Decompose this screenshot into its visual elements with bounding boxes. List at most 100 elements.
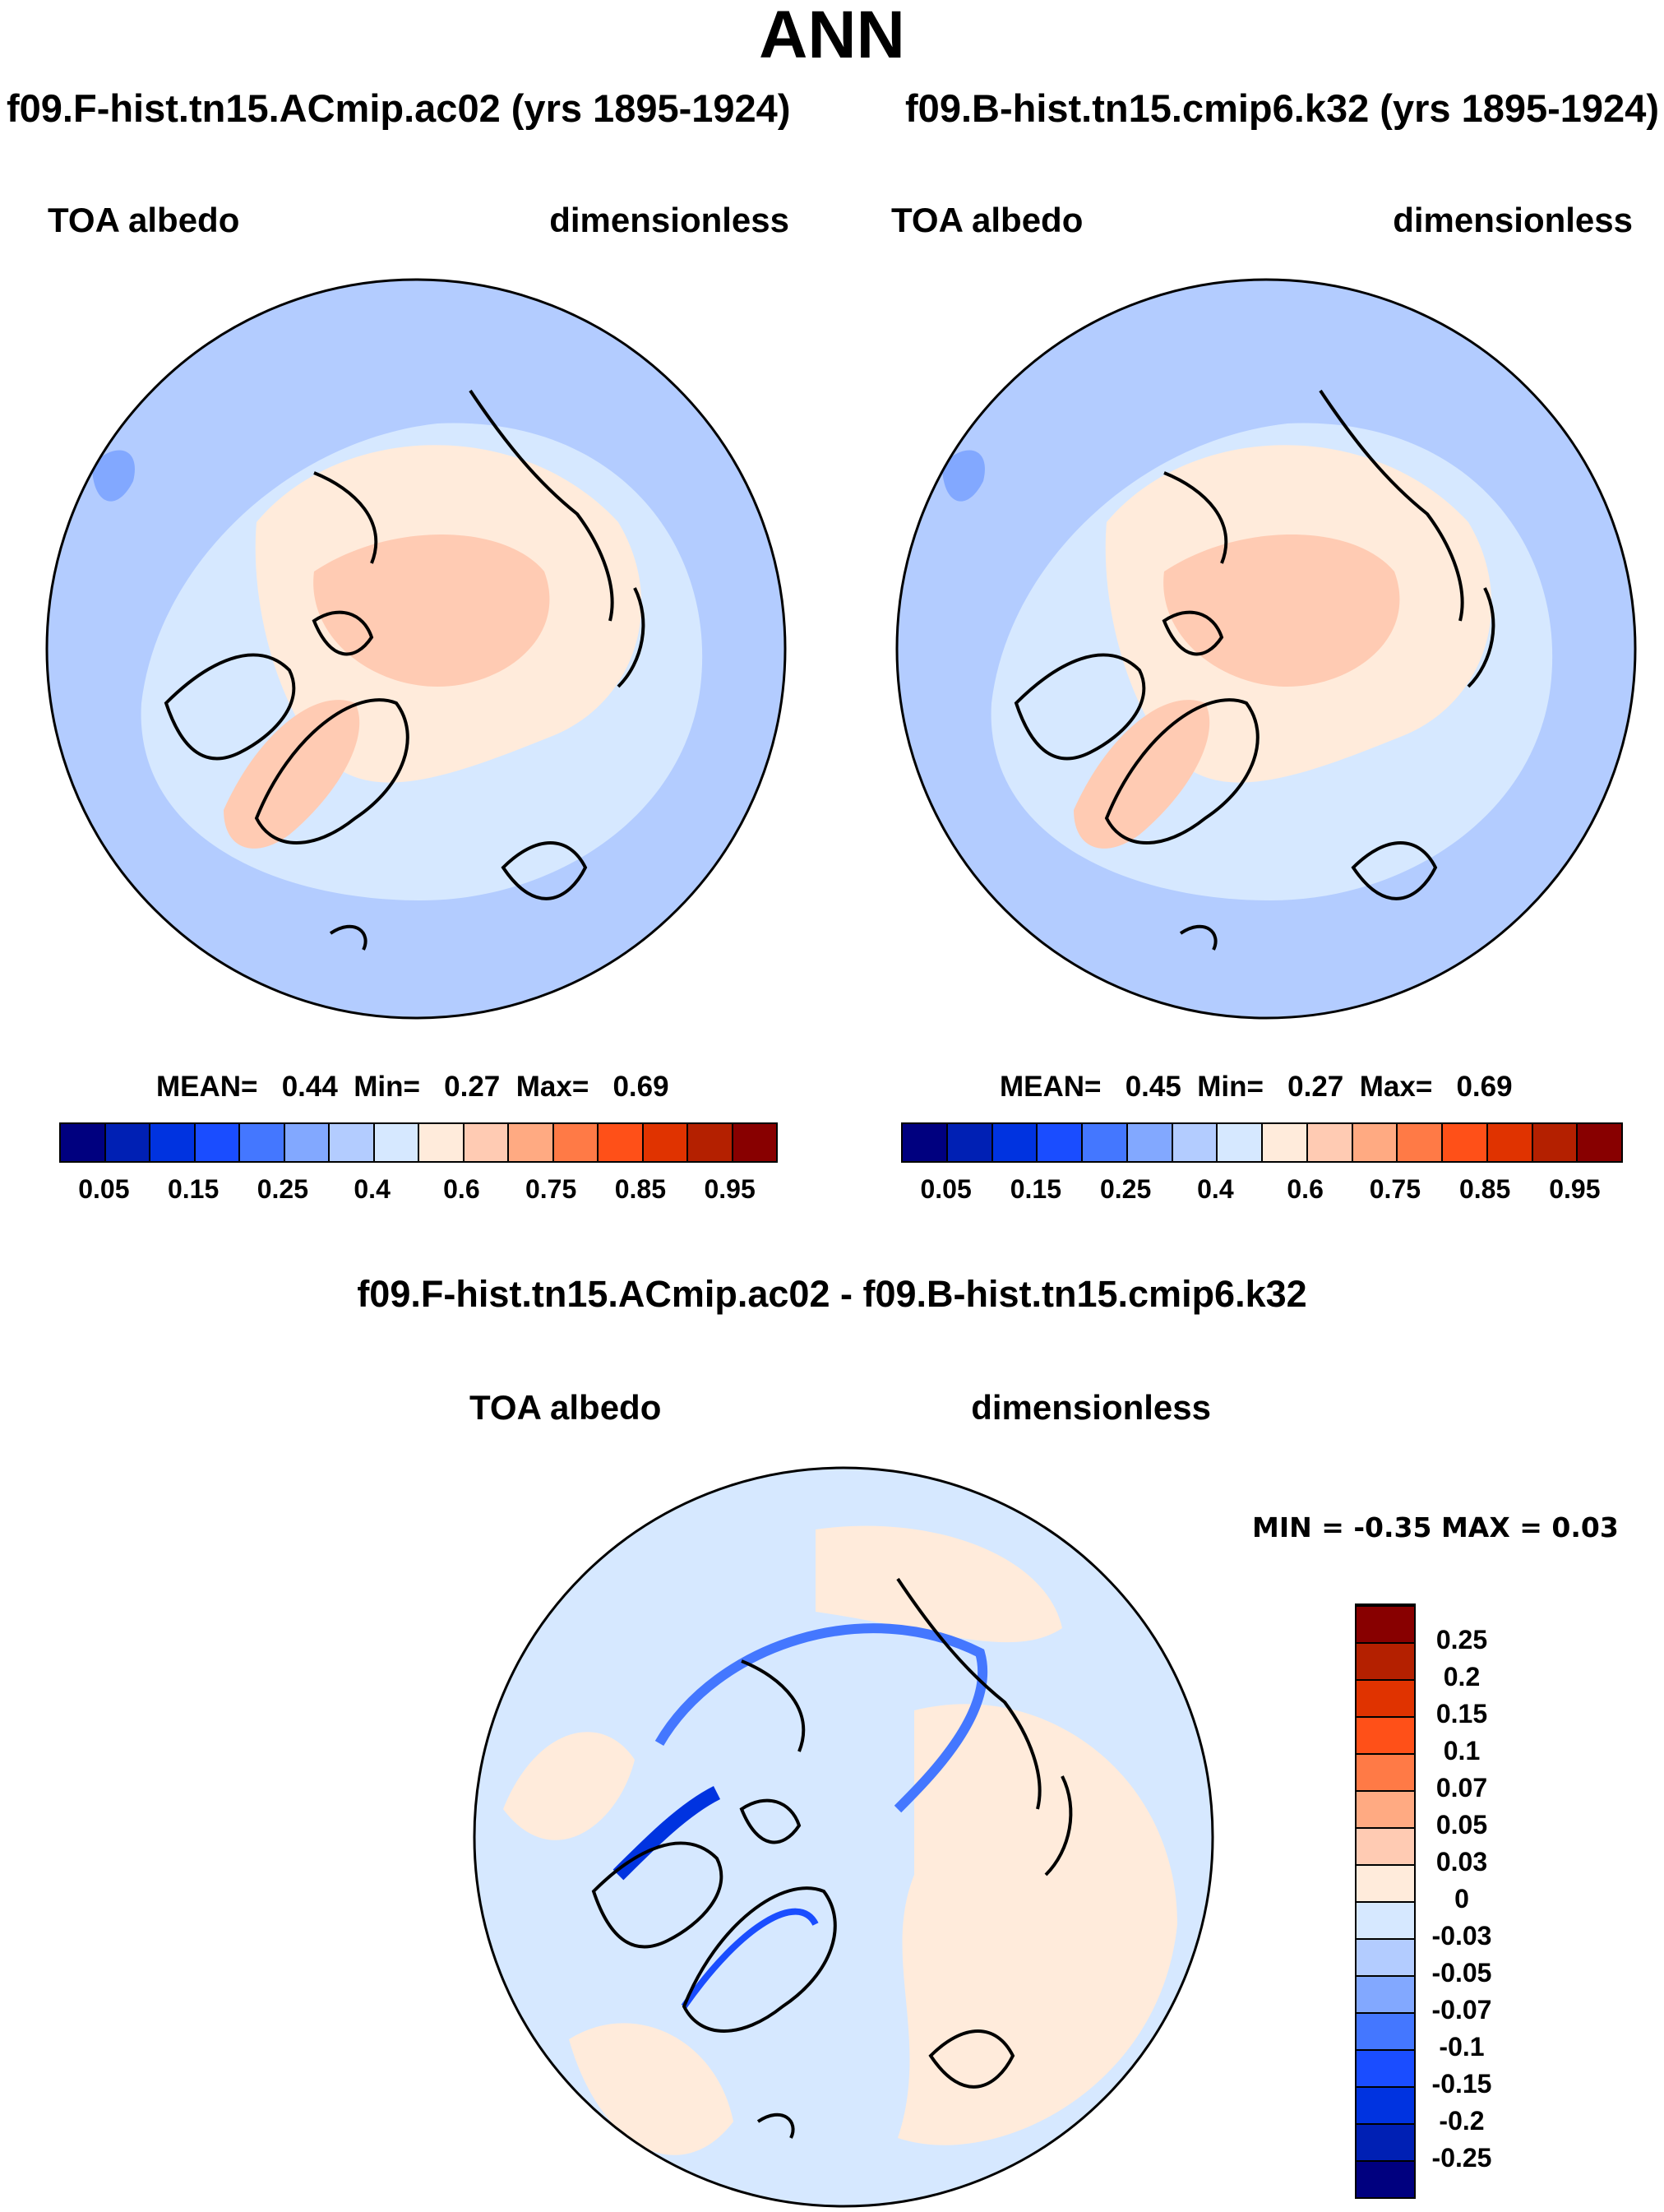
- colorbar-tick-label: -0.15: [1431, 2069, 1492, 2099]
- coastline: [164, 653, 296, 761]
- colorbar-box: [947, 1124, 993, 1161]
- positive-patch: [503, 1732, 635, 1840]
- coastline: [1351, 841, 1438, 900]
- right-polar-map: [895, 278, 1637, 1020]
- colorbar-box: [553, 1124, 599, 1161]
- colorbar-box: [1357, 2086, 1414, 2123]
- colorbar-tick-label: -0.05: [1431, 1958, 1492, 1988]
- figure-title: ANN: [759, 0, 905, 72]
- colorbar-tick-label: 0.25: [257, 1174, 309, 1204]
- colorbar-tick-label: 0.07: [1435, 1773, 1488, 1802]
- colorbar-box: [240, 1124, 285, 1161]
- left-colorbar: [59, 1122, 778, 1163]
- colorbar-tick-label: 0.75: [1369, 1174, 1421, 1204]
- colorbar-box: [1127, 1124, 1173, 1161]
- colorbar-tick-label: 0.4: [354, 1174, 391, 1204]
- left-case-title: f09.F-hist.tn15.ACmip.ac02 (yrs 1895-192…: [7, 86, 791, 130]
- colorbar-box: [1218, 1124, 1263, 1161]
- diff-colorbar: [1355, 1603, 1416, 2199]
- colorbar-tick-label: 0: [1454, 1884, 1469, 1914]
- coastline: [501, 841, 588, 900]
- positive-patch: [569, 2023, 733, 2155]
- central-arctic-high: [313, 534, 550, 687]
- positive-patch: [816, 1525, 1062, 1643]
- map-field: [474, 1468, 1213, 2206]
- colorbar-box: [903, 1124, 948, 1161]
- colorbar-tick-label: 0.6: [443, 1174, 480, 1204]
- central-arctic-high: [1163, 534, 1400, 687]
- colorbar-box: [1532, 1124, 1578, 1161]
- coastline: [1104, 698, 1260, 845]
- coastline: [682, 1886, 837, 2033]
- coastline: [254, 698, 409, 845]
- colorbar-tick-label: 0.85: [1458, 1174, 1511, 1204]
- colorbar-box: [330, 1124, 375, 1161]
- colorbar-box: [1357, 1938, 1414, 1975]
- left-units-label: dimensionless: [549, 201, 789, 239]
- colorbar-tick-label: 0.1: [1443, 1736, 1481, 1765]
- colorbar-tick-label: 0.03: [1435, 1847, 1488, 1876]
- coastline: [312, 610, 374, 656]
- coastline: [591, 1841, 723, 1949]
- coastline: [739, 1798, 802, 1844]
- coastline: [1319, 389, 1464, 622]
- colorbar-box: [1357, 1827, 1414, 1864]
- diff-polar-map: [473, 1466, 1214, 2208]
- colorbar-box: [1352, 1124, 1398, 1161]
- colorbar-box: [1307, 1124, 1353, 1161]
- colorbar-tick-label: -0.25: [1431, 2143, 1492, 2173]
- colorbar-box: [1357, 2049, 1414, 2086]
- colorbar-box: [509, 1124, 554, 1161]
- coastline: [1467, 587, 1495, 688]
- colorbar-tick-label: 0.4: [1197, 1174, 1234, 1204]
- right-case-title: f09.B-hist.tn15.cmip6.k32 (yrs 1895-1924…: [905, 86, 1659, 130]
- colorbar-box: [284, 1124, 330, 1161]
- colorbar-box: [643, 1124, 688, 1161]
- pacific-low: [942, 450, 985, 502]
- colorbar-tick-label: 0.15: [167, 1174, 220, 1204]
- colorbar-box: [1357, 2160, 1414, 2197]
- left-stats: MEAN= 0.44 Min= 0.27 Max= 0.69: [156, 1071, 669, 1103]
- colorbar-tick-label: 0.2: [1443, 1662, 1481, 1691]
- colorbar-box: [1357, 1753, 1414, 1790]
- colorbar-box: [1357, 1642, 1414, 1679]
- colorbar-tick-label: -0.07: [1431, 1995, 1492, 2025]
- coastline: [469, 389, 614, 622]
- negative-edge: [681, 1908, 819, 2009]
- colorbar-tick-label: 0.05: [78, 1174, 130, 1204]
- coastline: [1044, 1775, 1073, 1876]
- colorbar-box: [733, 1124, 776, 1161]
- map-field: [897, 280, 1635, 1018]
- negative-edge: [612, 1785, 721, 1881]
- colorbar-box: [1357, 1975, 1414, 2012]
- diff-title: f09.F-hist.tn15.ACmip.ac02 - f09.B-hist.…: [357, 1273, 1307, 1315]
- colorbar-box: [1357, 1679, 1414, 1716]
- colorbar-box: [374, 1124, 419, 1161]
- colorbar-box: [1357, 1716, 1414, 1753]
- coastline: [329, 924, 367, 951]
- colorbar-box: [1357, 1605, 1414, 1642]
- colorbar-box: [599, 1124, 644, 1161]
- colorbar-tick-label: 0.05: [920, 1174, 972, 1204]
- left-polar-map: [45, 278, 787, 1020]
- coastline: [896, 1577, 1042, 1810]
- diff-minmax: MIN = -0.35 MAX = 0.03: [1252, 1511, 1619, 1543]
- map-border: [473, 1466, 1214, 2208]
- right-units-label: dimensionless: [1393, 201, 1633, 239]
- colorbar-box: [1357, 1901, 1414, 1938]
- colorbar-tick-label: 0.15: [1010, 1174, 1062, 1204]
- left-variable-label: TOA albedo: [48, 201, 240, 239]
- map-border: [895, 278, 1637, 1020]
- coastline: [1014, 653, 1146, 761]
- colorbar-box: [1172, 1124, 1218, 1161]
- colorbar-box: [1487, 1124, 1533, 1161]
- coastline: [1162, 610, 1224, 656]
- colorbar-tick-label: 0.25: [1099, 1174, 1152, 1204]
- colorbar-tick-label: 0.25: [1435, 1625, 1488, 1654]
- colorbar-tick-label: 0.75: [525, 1174, 577, 1204]
- right-colorbar: [901, 1122, 1623, 1163]
- coastline: [928, 2029, 1015, 2089]
- colorbar-box: [1083, 1124, 1128, 1161]
- diff-units-label: dimensionless: [971, 1388, 1211, 1427]
- colorbar-box: [1357, 2012, 1414, 2049]
